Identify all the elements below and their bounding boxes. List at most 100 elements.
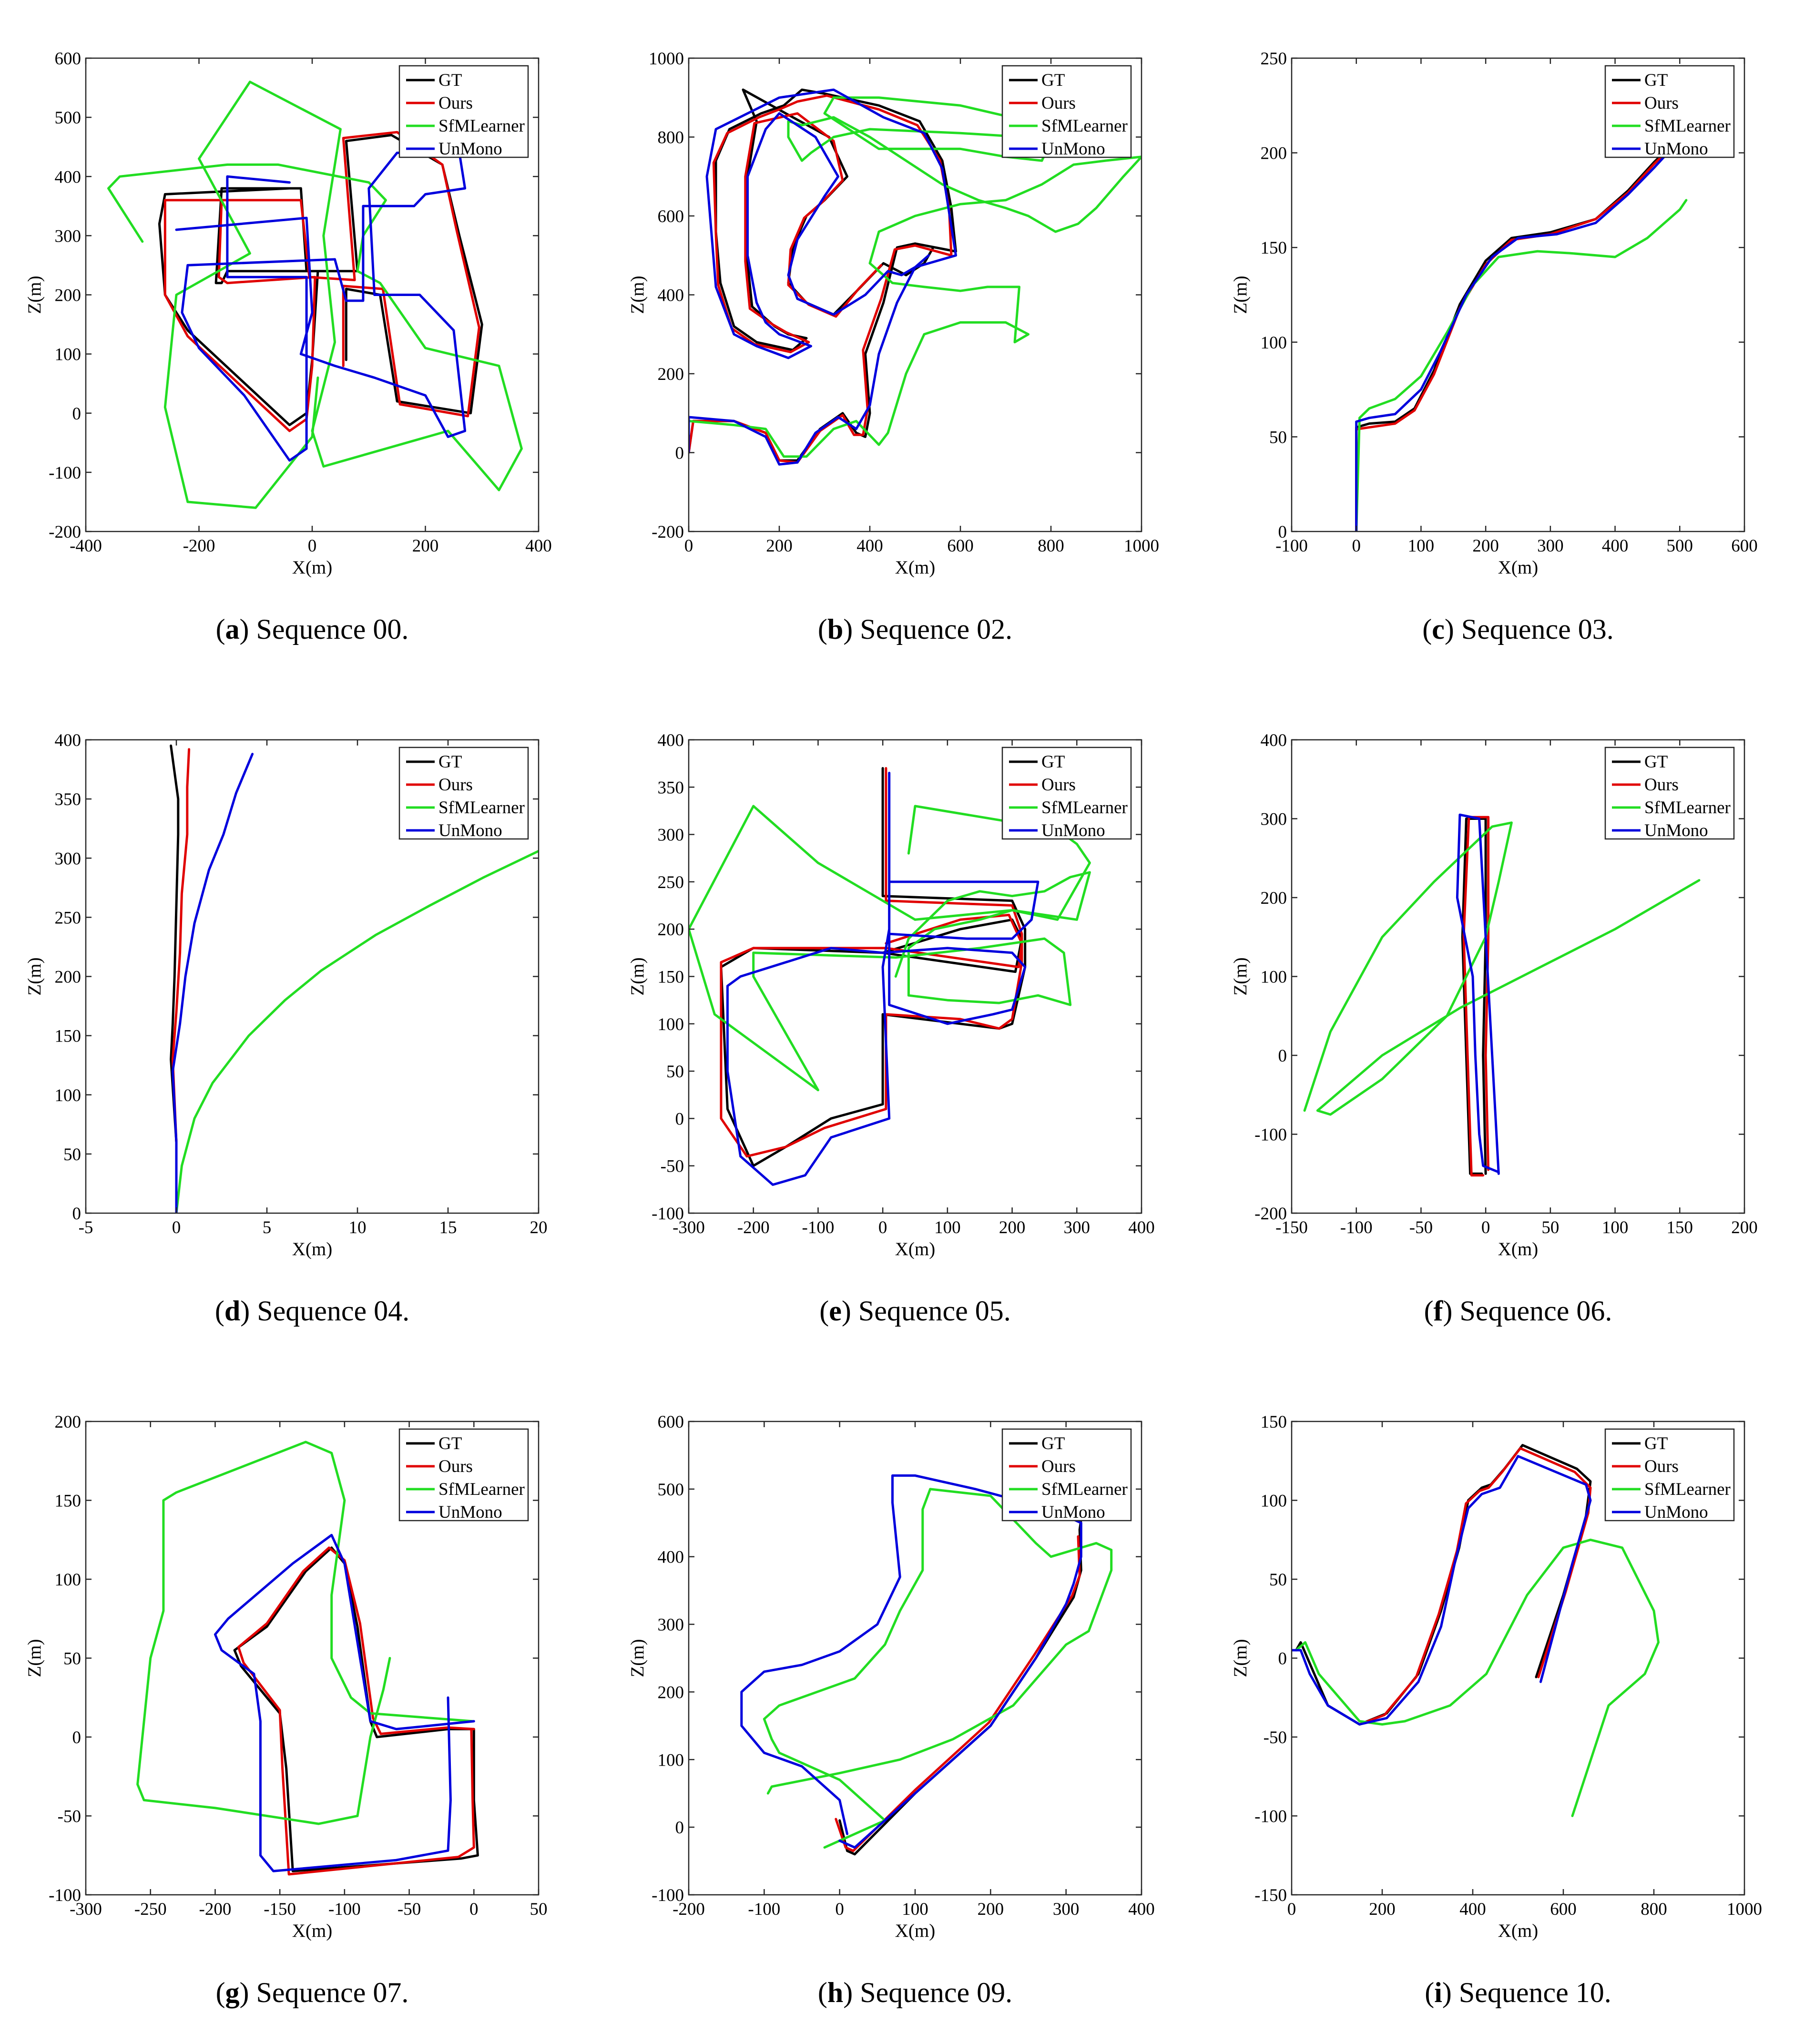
x-tick-label: 400 — [856, 536, 883, 556]
x-tick-label: 400 — [1128, 1218, 1155, 1237]
y-tick-label: 100 — [55, 1570, 82, 1590]
y-tick-label: 50 — [1269, 428, 1287, 447]
y-tick-label: -100 — [1254, 1807, 1287, 1827]
x-axis-label: X(m) — [1498, 557, 1538, 578]
y-tick-label: 300 — [1261, 810, 1287, 829]
y-tick-label: 150 — [55, 1492, 82, 1511]
y-tick-label: 200 — [1261, 144, 1287, 164]
series-line-sfmlearner — [689, 805, 1091, 1092]
x-tick-label: 0 — [308, 536, 317, 556]
y-tick-label: 200 — [55, 286, 82, 306]
caption-panel-letter: h — [827, 1977, 843, 2008]
x-axis-label: X(m) — [292, 1239, 332, 1259]
series-line-unmono — [726, 772, 1040, 1186]
y-tick-label: -100 — [1254, 1125, 1287, 1145]
y-tick-label: -50 — [58, 1807, 81, 1827]
chart-panel-g: -300 -250 -200 -150 -100 -50 0 50 -100 -50 0 50 100 1… — [24, 1412, 548, 2008]
x-tick-label: 200 — [1472, 536, 1499, 556]
chart-panel-d: -5 0 5 10 15 20050100150200250300350400X(m)Z(… — [24, 731, 548, 1327]
y-tick-label: 600 — [55, 49, 82, 69]
y-tick-label: 200 — [658, 1683, 684, 1702]
x-tick-label: -300 — [70, 1900, 102, 1919]
y-tick-label: 150 — [1261, 1412, 1287, 1432]
legend-label-ours: Ours — [438, 1457, 473, 1476]
legend-label-unmono: UnMono — [1644, 1502, 1708, 1522]
y-tick-label: 200 — [658, 365, 684, 384]
legend: GT Ours SfMLearner UnMono — [1001, 1428, 1132, 1522]
y-tick-label: 250 — [55, 908, 82, 928]
x-tick-label: 800 — [1641, 1900, 1667, 1919]
y-tick-label: -100 — [49, 1886, 81, 1905]
chart-panel-a: -400 -200 0 200 400-200-10001002003004005006… — [24, 49, 552, 645]
caption-panel-letter: e — [829, 1295, 842, 1327]
y-tick-label: 250 — [658, 873, 684, 892]
panel-caption: (c) Sequence 03. — [1422, 613, 1614, 645]
legend: GT Ours SfMLearner UnMono — [1604, 1428, 1735, 1522]
x-tick-label: 400 — [1128, 1900, 1155, 1919]
y-tick-label: 0 — [1278, 522, 1287, 542]
panel-caption: (h) Sequence 09. — [818, 1977, 1012, 2008]
y-tick-label: 200 — [55, 968, 82, 987]
y-axis-label: Z(m) — [1230, 276, 1251, 314]
x-tick-label: 1000 — [1727, 1900, 1762, 1919]
y-tick-label: 50 — [666, 1062, 684, 1082]
y-tick-label: -100 — [652, 1204, 684, 1224]
caption-open-paren: ( — [215, 1295, 224, 1327]
caption-open-paren: ( — [818, 1977, 827, 2008]
legend: GT Ours SfMLearner UnMono — [398, 65, 529, 159]
legend-label-unmono: UnMono — [1041, 1502, 1105, 1522]
x-tick-label: 200 — [412, 536, 439, 556]
caption-close-paren: ) — [842, 1295, 858, 1327]
series-line-sfmlearner — [763, 1488, 1113, 1849]
x-tick-label: 20 — [530, 1218, 548, 1237]
series-line-sfmlearner — [107, 81, 523, 509]
x-tick-label: -100 — [748, 1900, 780, 1919]
panel-caption: (b) Sequence 02. — [818, 613, 1012, 645]
legend-label-gt: GT — [1041, 71, 1065, 90]
y-tick-label: 50 — [63, 1649, 81, 1669]
x-tick-label: 200 — [766, 536, 793, 556]
legend-label-sfmlearner: SfMLearner — [1644, 798, 1731, 818]
legend-label-gt: GT — [438, 752, 462, 772]
series-line-gt — [1461, 818, 1487, 1175]
caption-panel-letter: g — [225, 1977, 240, 2008]
series-line-unmono — [171, 753, 254, 1213]
y-tick-label: 800 — [658, 128, 684, 148]
x-tick-label: 400 — [1459, 1900, 1486, 1919]
series-line-ours — [163, 131, 480, 432]
y-tick-label: 0 — [675, 1109, 684, 1129]
y-tick-label: 400 — [55, 167, 82, 187]
y-tick-label: -200 — [1254, 1204, 1287, 1224]
legend-label-sfmlearner: SfMLearner — [438, 1480, 525, 1499]
legend-label-gt: GT — [1644, 1434, 1668, 1453]
y-tick-label: 600 — [658, 207, 684, 226]
series-line-sfmlearner — [1303, 821, 1701, 1116]
x-tick-label: 100 — [1602, 1218, 1629, 1237]
x-axis-label: X(m) — [1498, 1239, 1538, 1259]
legend: GT Ours SfMLearner UnMono — [1604, 746, 1735, 840]
x-tick-label: 300 — [1064, 1218, 1091, 1237]
legend-label-gt: GT — [1644, 71, 1668, 90]
caption-close-paren: ) — [1445, 613, 1461, 645]
caption-open-paren: ( — [819, 1295, 829, 1327]
caption-text: Sequence 02. — [860, 613, 1012, 645]
y-axis-label: Z(m) — [627, 957, 648, 995]
y-tick-label: 50 — [63, 1145, 81, 1165]
legend-label-ours: Ours — [1041, 775, 1076, 795]
x-tick-label: -100 — [1275, 536, 1308, 556]
caption-text: Sequence 03. — [1461, 613, 1614, 645]
y-tick-label: 200 — [658, 920, 684, 940]
series-line-unmono — [689, 88, 957, 466]
x-tick-label: 300 — [1053, 1900, 1080, 1919]
y-tick-label: 200 — [55, 1412, 82, 1432]
y-tick-label: 1000 — [649, 49, 684, 69]
y-tick-label: 100 — [1261, 333, 1287, 353]
series-line-gt — [158, 133, 483, 427]
caption-text: Sequence 04. — [257, 1295, 409, 1327]
y-tick-label: 400 — [658, 1548, 684, 1567]
legend-label-ours: Ours — [438, 775, 473, 795]
caption-close-paren: ) — [240, 1295, 257, 1327]
x-tick-label: 50 — [1541, 1218, 1559, 1237]
y-tick-label: -150 — [1254, 1886, 1287, 1905]
y-tick-label: 300 — [55, 849, 82, 869]
